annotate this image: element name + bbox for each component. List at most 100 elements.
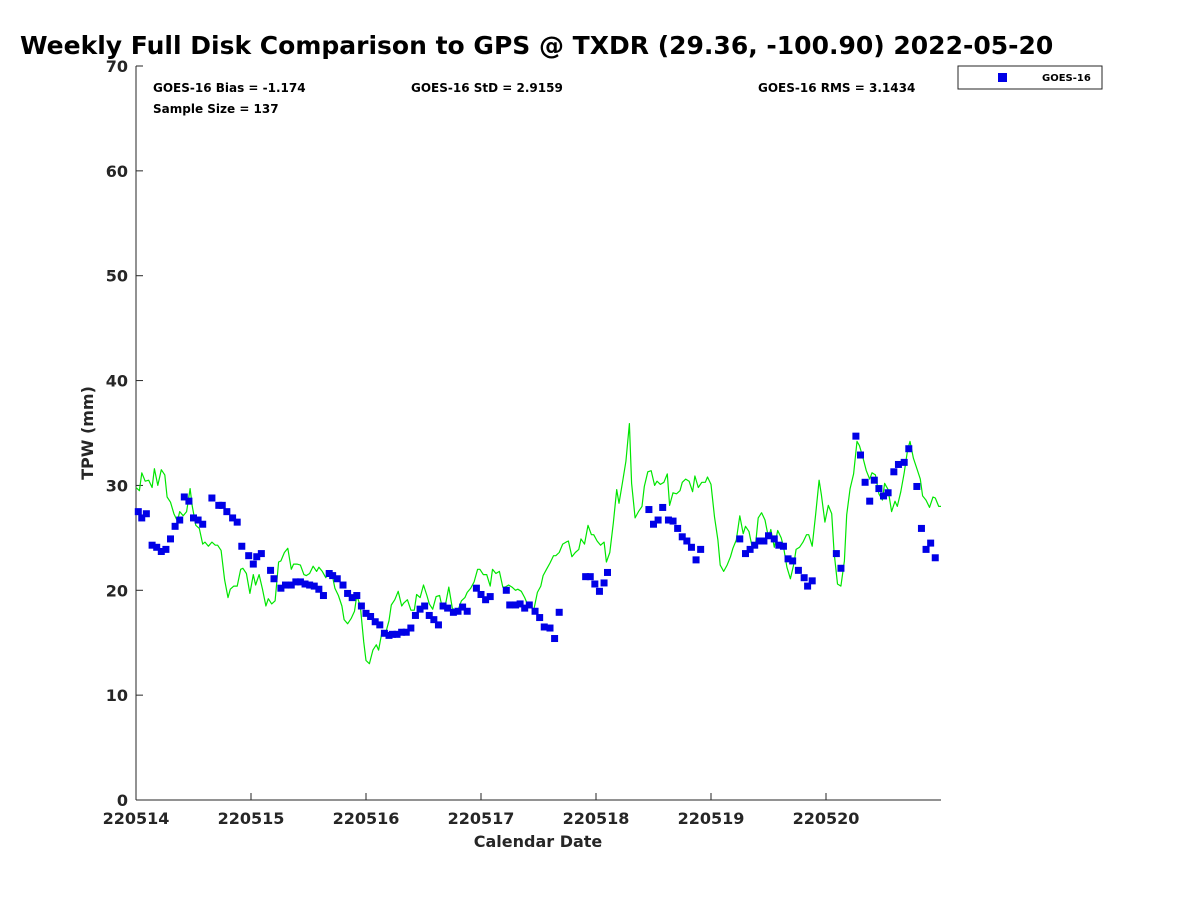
goes-16-point [153,543,161,551]
x-tick-label: 220516 [333,809,400,828]
legend-box [957,65,1103,90]
x-tick-label: 220517 [448,809,515,828]
goes-16-point [880,492,887,500]
y-tick-label: 20 [106,581,128,600]
goes-16-point [870,476,878,484]
goes-16-point [600,579,608,587]
goes-16-point [837,564,845,572]
goes-16-point [900,458,908,466]
goes-16-point [779,542,787,550]
chart-title: Weekly Full Disk Comparison to GPS @ TXD… [20,31,1053,60]
goes-16-point [199,520,207,528]
goes-16-point [678,533,686,541]
goes-16-point [875,485,883,493]
goes-16-point [167,535,174,543]
goes-16-point [463,607,471,615]
goes-16-point [482,596,490,604]
goes-16-point [595,587,603,595]
goes-16-point [512,601,519,609]
stat-sample-size: Sample Size = 137 [153,102,279,116]
goes-16-point [775,541,783,549]
goes-16-point [789,557,797,565]
goes-16-point [664,516,672,524]
goes-16-point [430,616,438,624]
goes-16-point [301,580,309,588]
goes-16-point [270,575,278,583]
goes-16-point [267,566,275,574]
y-tick-label: 70 [106,57,128,76]
goes-16-point [282,581,289,589]
goes-16-point [185,497,193,505]
goes-16-point [292,578,300,586]
y-tick-label: 10 [106,686,128,705]
goes-16-point [917,524,925,532]
goes-16-point [180,493,188,501]
goes-16-series [134,432,939,643]
goes-16-point [171,522,179,530]
goes-16-point [506,601,514,609]
goes-16-point [852,432,860,440]
goes-16-point [884,489,892,497]
goes-16-point [894,460,902,468]
goes-16-point [296,578,304,586]
goes-16-point [376,621,384,629]
goes-16-point [393,630,401,638]
goes-16-point [751,541,759,549]
goes-16-point [194,516,202,524]
goes-16-point [922,545,930,553]
goes-16-point [371,618,379,626]
goes-16-point [536,614,544,622]
goes-16-point [380,629,388,637]
goes-16-point [857,451,864,459]
goes-16-point [229,514,237,522]
goes-16-point [486,593,494,601]
goes-16-point [353,592,361,600]
goes-16-point [674,524,682,532]
goes-16-point [444,604,452,612]
goes-16-point [755,537,763,545]
goes-16-point [348,594,356,602]
goes-16-point [591,580,599,588]
goes-16-point [218,501,226,509]
goes-16-point [604,568,611,576]
x-tick-label: 220514 [103,809,170,828]
goes-16-point [388,630,396,638]
goes-16-point [306,581,314,589]
goes-16-point [233,518,241,526]
goes-16-point [190,514,197,522]
goes-16-point [208,494,216,502]
goes-16-point [808,577,816,585]
y-tick-label: 50 [106,267,128,286]
goes-16-point [398,628,406,636]
y-tick-label: 40 [106,372,128,391]
goes-16-point [134,508,142,516]
goes-16-point [425,611,433,619]
goes-16-point [516,600,524,608]
goes-16-point [905,445,913,453]
goes-16-point [697,545,705,553]
goes-16-point [477,590,485,598]
goes-16-point [434,621,442,629]
gps-series [135,423,941,665]
goes-16-point [525,601,533,609]
gps-line [135,423,941,665]
goes-16-point [742,550,749,558]
goes-16-point [502,586,510,594]
goes-16-point [794,566,802,574]
stat-rms: GOES-16 RMS = 3.1434 [758,81,915,95]
legend-label-goes-16: GOES-16 [1042,73,1091,84]
legend-marker-goes-16 [998,73,1007,82]
goes-16-point [449,608,457,616]
y-tick-label: 0 [117,791,128,810]
goes-16-point [472,584,480,592]
goes-16-point [683,537,691,545]
goes-16-point [687,543,695,551]
axes: 0 10 20 30 40 50 60 70 220514 220515 220516 220517 2… [103,57,941,828]
y-tick-label: 60 [106,162,128,181]
goes-16-point [669,517,677,525]
x-tick-label: 220518 [563,809,630,828]
goes-16-point [586,573,594,581]
goes-16-point [176,516,184,524]
goes-16-point [315,585,323,593]
